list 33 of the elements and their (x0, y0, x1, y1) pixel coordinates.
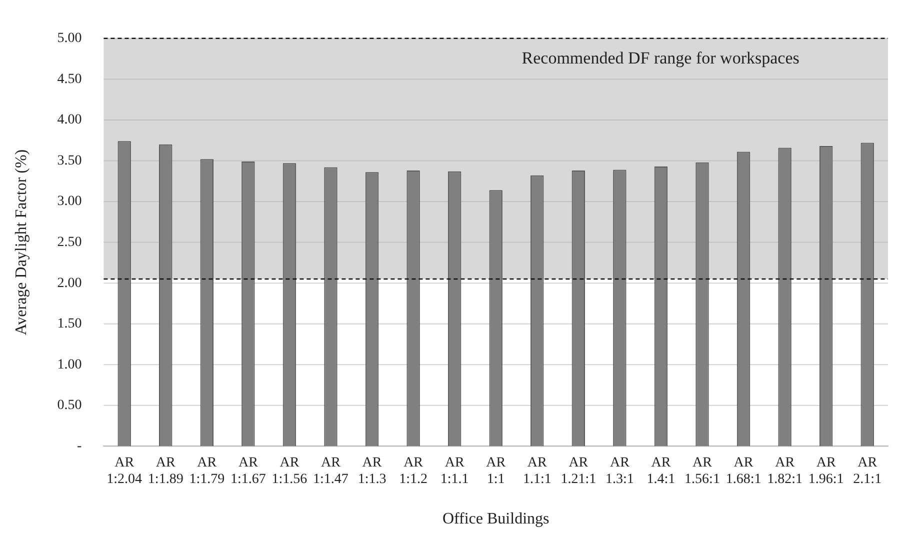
x-tick-label: AR 1:1.3 (358, 455, 386, 488)
x-tick-label: AR 1.3:1 (605, 455, 634, 488)
x-tick-label: AR 1.4:1 (646, 455, 676, 488)
x-tick-label: AR 1.82:1 (767, 455, 802, 488)
x-tick-label: AR 1:1.47 (313, 455, 348, 488)
x-tick-label: AR 1:1.79 (189, 455, 225, 488)
band-label: Recommended DF range for workspaces (522, 48, 800, 68)
x-tick-label: AR 1.21:1 (560, 455, 596, 488)
x-tick-label: AR 2.1:1 (853, 455, 882, 488)
x-tick-label: AR 1:1.1 (440, 455, 469, 488)
x-tick-label: AR 1:1.67 (230, 455, 266, 488)
x-tick-label: AR 1.1:1 (522, 455, 552, 488)
y-tick-label: 0.50 (57, 398, 82, 414)
x-tick-label: AR 1:2.04 (106, 455, 142, 488)
y-axis-title: Average Daylight Factor (%) (12, 149, 30, 336)
y-tick-label: 3.50 (57, 153, 82, 168)
x-tick-label: AR 1:1.56 (272, 455, 308, 488)
y-tick-label: 4.50 (57, 72, 82, 87)
y-tick-label: 4.00 (57, 112, 82, 128)
y-tick-label: - (77, 438, 82, 454)
x-tick-label: AR 1.56:1 (684, 455, 720, 488)
x-tick-label: AR 1:1.89 (148, 455, 184, 488)
y-tick-label: 2.50 (57, 234, 82, 250)
x-tick-label: AR 1.68:1 (726, 455, 762, 488)
x-tick-label: AR 1:1 (486, 455, 506, 488)
y-tick-label: 1.00 (57, 357, 82, 372)
y-tick-label: 2.00 (57, 276, 82, 291)
y-tick-label: 1.50 (57, 316, 82, 332)
x-axis-title: Office Buildings (442, 510, 550, 528)
x-tick-label: AR 1.96:1 (808, 455, 844, 488)
y-tick-label: 3.00 (57, 194, 82, 210)
x-tick-label: AR 1:1.2 (399, 455, 428, 488)
y-tick-label: 5.00 (57, 31, 82, 46)
